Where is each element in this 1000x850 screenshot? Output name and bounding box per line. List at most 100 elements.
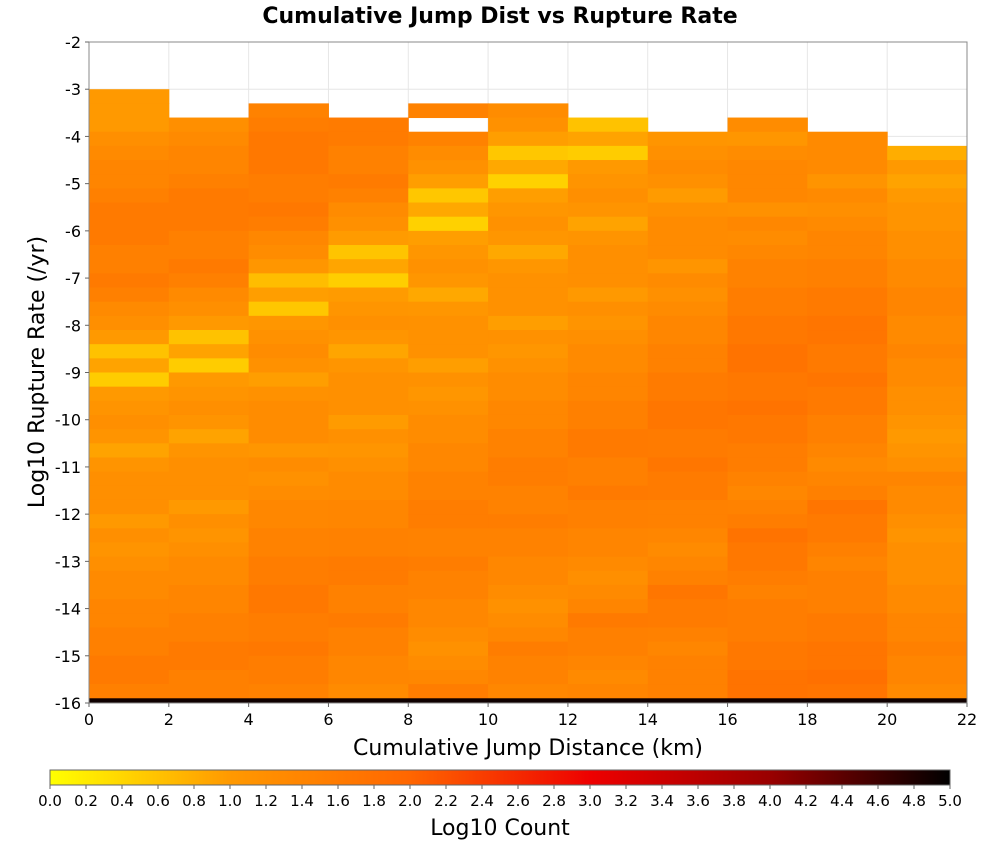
heatmap-cell (89, 372, 170, 388)
heatmap-cell (807, 202, 888, 218)
y-tick-label: -5 (65, 175, 81, 194)
x-tick-label: 12 (558, 710, 578, 729)
heatmap-cell (168, 287, 250, 303)
heatmap-cell (647, 684, 729, 699)
heatmap-cell (328, 414, 409, 430)
heatmap-cell (488, 584, 569, 600)
heatmap-cell (488, 556, 569, 572)
colorbar-tick-label: 2.0 (398, 792, 422, 810)
colorbar-ticks: 0.0 0.2 0.4 0.6 0.8 1.0 1.2 1.4 1.6 1.8 2.0 2.2 2.4 2… (38, 785, 962, 810)
heatmap-cell (248, 542, 329, 558)
heatmap-cell (168, 655, 250, 671)
heatmap-cell (168, 485, 250, 501)
colorbar-tick-label: 1.4 (290, 792, 314, 810)
heatmap-cell (488, 103, 569, 119)
heatmap-cell (248, 117, 329, 133)
heatmap-cell (807, 684, 888, 699)
heatmap-cell (248, 315, 329, 331)
heatmap-cell (408, 386, 489, 402)
heatmap-cell (567, 457, 649, 473)
heatmap-cell (887, 429, 968, 444)
heatmap-cell (807, 556, 888, 572)
heatmap-cell (647, 556, 729, 572)
heatmap-cell (567, 570, 649, 586)
heatmap-cell (248, 471, 329, 487)
heatmap-cell (567, 245, 649, 260)
heatmap-cell (488, 485, 569, 501)
heatmap-cell (248, 584, 329, 600)
heatmap-cell (807, 259, 888, 274)
heatmap-cell (647, 386, 729, 402)
heatmap-cell (89, 471, 170, 487)
heatmap-cell (408, 599, 489, 614)
heatmap-cell (647, 599, 729, 614)
heatmap-cell (168, 556, 250, 572)
x-tick-label: 16 (717, 710, 737, 729)
colorbar-label: Log10 Count (430, 816, 570, 841)
heatmap-cell (168, 443, 250, 458)
heatmap-cell (248, 273, 329, 289)
heatmap-cell (408, 655, 489, 671)
heatmap-cell (488, 174, 569, 189)
heatmap-cell (328, 216, 409, 232)
heatmap-cell (727, 514, 808, 529)
heatmap-cell (168, 684, 250, 699)
y-axis-label: Log10 Rupture Rate (/yr) (25, 236, 50, 508)
heatmap-cell (647, 372, 729, 388)
colorbar (49, 769, 951, 786)
heatmap-cell (647, 613, 729, 628)
heatmap-cell (328, 599, 409, 614)
heatmap-cell (488, 528, 569, 543)
x-tick-label: 22 (957, 710, 977, 729)
heatmap-cell (328, 386, 409, 402)
heatmap-cell (328, 684, 409, 699)
heatmap-cell (887, 556, 968, 572)
colorbar-tick-label: 3.0 (578, 792, 602, 810)
heatmap-cell (248, 669, 329, 685)
heatmap-cell (408, 684, 489, 699)
heatmap-cell (567, 174, 649, 189)
heatmap-cell (328, 245, 409, 260)
heatmap-cell (807, 627, 888, 643)
heatmap-cell (89, 485, 170, 501)
heatmap-cell (328, 584, 409, 600)
colorbar-tick-label: 2.8 (542, 792, 566, 810)
heatmap-cell (567, 259, 649, 274)
heatmap-cell (647, 499, 729, 515)
heatmap-cell (567, 287, 649, 303)
heatmap-cell (89, 684, 170, 699)
heatmap-cell (168, 599, 250, 614)
heatmap-cell (488, 145, 569, 161)
heatmap-cell (647, 414, 729, 430)
heatmap-cell (89, 344, 170, 359)
heatmap-cell (89, 655, 170, 671)
heatmap-cell (168, 188, 250, 204)
heatmap-cell (807, 400, 888, 416)
x-tick-label: 0 (84, 710, 94, 729)
heatmap-cell (89, 259, 170, 274)
heatmap-cell (328, 230, 409, 246)
heatmap-cell (408, 528, 489, 543)
heatmap-cell (887, 287, 968, 303)
heatmap-cell (488, 655, 569, 671)
colorbar-tick-label: 3.6 (686, 792, 710, 810)
heatmap-cell (248, 131, 329, 147)
heatmap-cell (89, 117, 170, 133)
heatmap-cell (567, 400, 649, 416)
heatmap-cell (567, 202, 649, 218)
heatmap-cell (408, 330, 489, 345)
heatmap-cell (89, 457, 170, 473)
colorbar-tick-label: 4.2 (794, 792, 818, 810)
heatmap-cell (408, 160, 489, 175)
heatmap-cell (807, 330, 888, 345)
heatmap-cell (727, 684, 808, 699)
colorbar-tick-label: 4.6 (866, 792, 890, 810)
heatmap-cells (89, 89, 968, 703)
heatmap-cell (567, 613, 649, 628)
y-tick-label: -7 (65, 269, 81, 288)
heatmap-cell (89, 145, 170, 161)
heatmap-cell (887, 655, 968, 671)
heatmap-cell (408, 131, 489, 147)
heatmap-cell (488, 287, 569, 303)
heatmap-cell (488, 669, 569, 685)
